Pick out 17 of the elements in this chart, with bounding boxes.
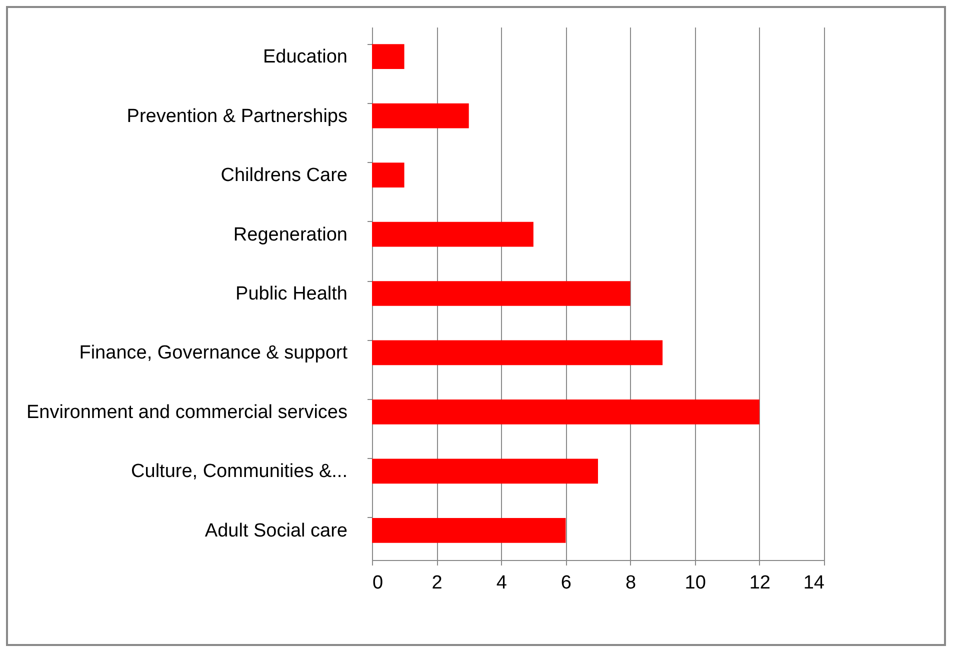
y-tick-label: Environment and commercial services: [26, 402, 348, 423]
x-tick-label: 4: [496, 572, 508, 594]
y-tick-label: Education: [262, 46, 348, 68]
y-tick-label: Public Health: [236, 284, 348, 304]
y-tick-label: Prevention & Partnerships: [126, 106, 348, 127]
x-tick-label: 14: [803, 572, 825, 594]
x-tick-label: 12: [749, 572, 770, 594]
x-tick-label: 10: [684, 572, 706, 594]
x-tick-label: 6: [560, 572, 572, 594]
y-tick-label: Regeneration: [233, 224, 348, 246]
y-tick-label: Adult Social care: [204, 520, 348, 542]
x-tick-label: 2: [432, 572, 442, 594]
x-tick-label: 8: [625, 572, 636, 594]
x-tick-label: 0: [372, 572, 384, 594]
y-tick-label: Finance, Governance & support: [79, 342, 348, 364]
y-tick-label: Childrens Care: [220, 165, 348, 186]
y-tick-label: Culture, Communities &...: [131, 461, 348, 482]
